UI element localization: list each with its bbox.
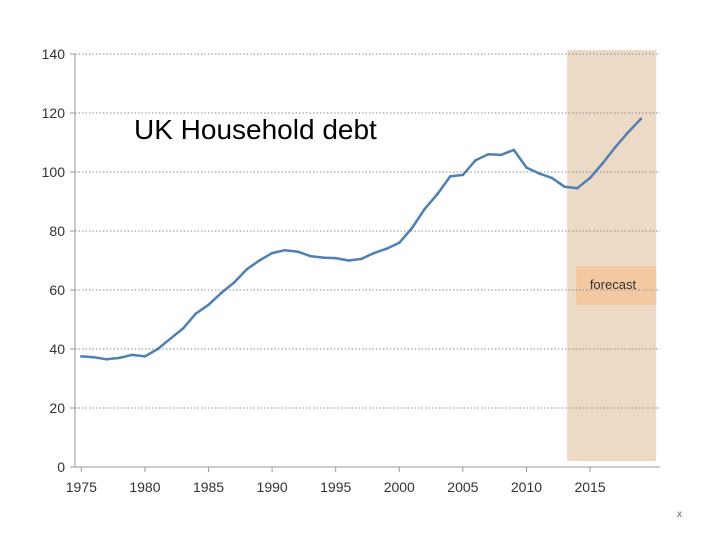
x-tick-label: 2000 [384, 479, 415, 495]
data-point [448, 175, 452, 178]
data-point [423, 207, 427, 211]
y-axis: 0 20 40 60 80 100 120 140 [42, 46, 75, 475]
data-point [232, 281, 236, 284]
corner-mark: x [677, 509, 682, 520]
data-point [283, 248, 287, 252]
data-point [207, 303, 210, 307]
data-point [270, 251, 274, 255]
data-point [194, 312, 198, 315]
y-tick-label: 100 [42, 164, 66, 180]
data-point [626, 130, 630, 134]
data-point [499, 153, 503, 157]
data-point [181, 327, 185, 330]
data-point [296, 250, 299, 253]
data-point [169, 337, 172, 340]
data-point [258, 259, 261, 262]
data-point [563, 185, 566, 189]
data-point [576, 186, 579, 190]
data-point [601, 161, 605, 165]
series-line-household-debt [80, 117, 643, 361]
y-tick-label: 20 [49, 400, 65, 416]
data-point [410, 226, 414, 230]
chart-title: UK Household debt [134, 114, 377, 145]
data-point [156, 347, 159, 351]
forecast-label-box [576, 266, 657, 305]
data-point [436, 192, 439, 196]
data-point [639, 117, 643, 121]
y-tick-label: 140 [42, 46, 66, 62]
data-point [461, 173, 465, 177]
data-point [245, 268, 248, 271]
data-point [92, 355, 96, 359]
x-tick-label: 2015 [574, 479, 605, 495]
data-point [487, 153, 490, 156]
data-point [130, 353, 134, 357]
x-tick-label: 1990 [257, 479, 288, 495]
data-point [588, 176, 592, 180]
forecast-label: forecast [590, 277, 637, 292]
data-point [537, 172, 541, 175]
data-point [308, 254, 312, 258]
data-point [80, 355, 83, 358]
data-point [372, 251, 376, 255]
y-tick-label: 120 [42, 105, 66, 121]
x-tick-label: 2005 [447, 479, 478, 495]
y-tick-label: 60 [49, 282, 65, 298]
data-point [512, 148, 516, 152]
gridlines [75, 53, 660, 409]
data-point [105, 358, 109, 361]
x-tick-label: 1980 [129, 479, 160, 495]
data-point [385, 247, 388, 250]
data-point [219, 291, 223, 295]
data-point [334, 256, 338, 260]
y-tick-label: 40 [49, 341, 65, 357]
x-axis: 1975 1980 1985 1990 1995 2000 2005 2010 2015 [66, 467, 606, 495]
data-point [321, 256, 325, 259]
data-point [118, 356, 121, 360]
x-tick-label: 1975 [66, 479, 97, 495]
series-points [80, 117, 643, 361]
data-point [474, 158, 477, 162]
data-point [359, 257, 363, 261]
data-point [347, 259, 350, 262]
data-point [614, 145, 617, 149]
data-point [397, 241, 401, 245]
y-tick-label: 80 [49, 223, 65, 239]
x-tick-label: 1995 [320, 479, 351, 495]
x-tick-label: 1985 [193, 479, 224, 495]
y-tick-label: 0 [57, 459, 65, 475]
data-point [550, 176, 554, 180]
data-point [525, 166, 528, 169]
x-tick-label: 2010 [511, 479, 542, 495]
data-point [143, 355, 147, 358]
forecast-region [567, 50, 657, 461]
